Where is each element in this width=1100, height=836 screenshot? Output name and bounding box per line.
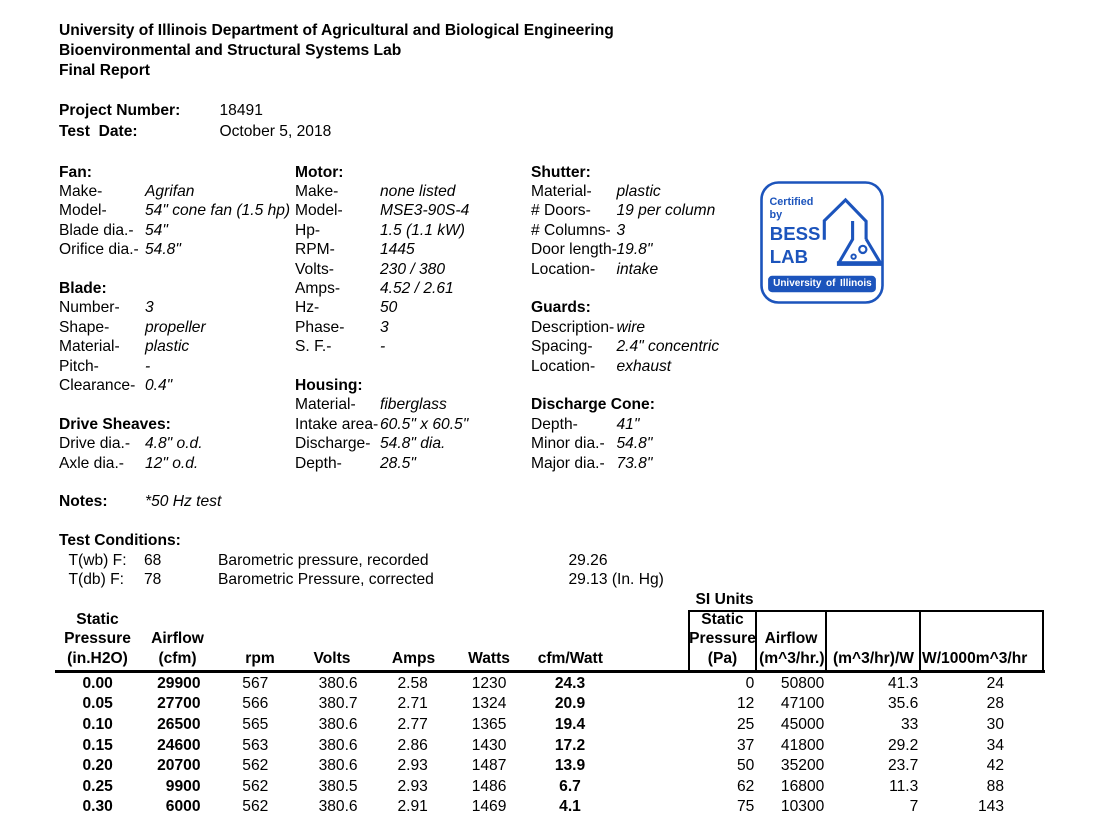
svg-text:by: by [770, 209, 783, 221]
svg-text:University of Illinois: University of Illinois [773, 278, 872, 289]
svg-text:LAB: LAB [770, 246, 808, 267]
svg-text:BESS: BESS [770, 223, 821, 244]
svg-text:Certified: Certified [770, 196, 814, 208]
